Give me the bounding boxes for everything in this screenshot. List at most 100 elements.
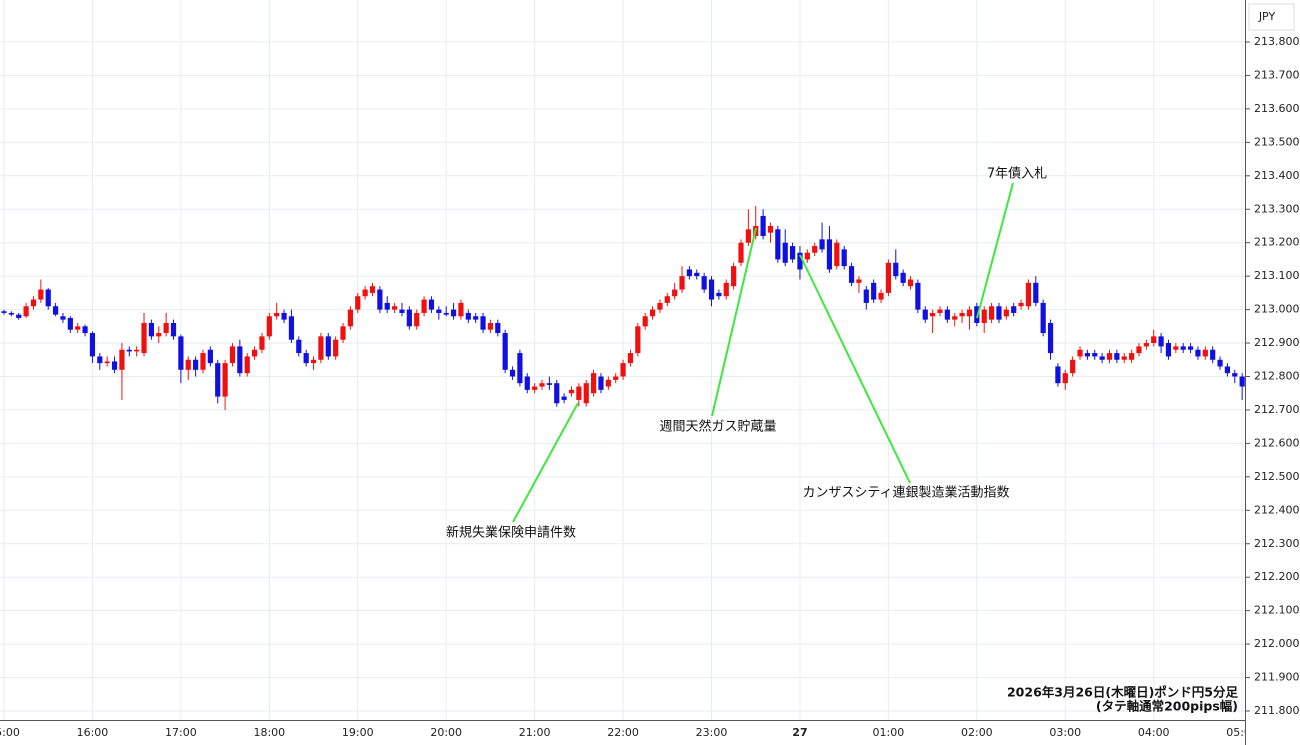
candle-body <box>126 349 132 352</box>
candle-body <box>414 312 420 327</box>
candle-body <box>568 389 575 394</box>
candle-body <box>1165 343 1172 357</box>
candle-body <box>1151 336 1157 344</box>
candle-body <box>436 309 442 313</box>
candle-body <box>303 353 309 364</box>
y-tick-label: 213.100 <box>1254 269 1300 282</box>
candle-body <box>1239 376 1245 387</box>
candle-body <box>450 309 457 317</box>
x-tick-label: 27 <box>792 726 807 739</box>
candle-body <box>922 309 928 320</box>
candle-body <box>178 336 184 370</box>
candle-body <box>1077 349 1083 357</box>
candle-body <box>981 309 987 323</box>
annotation-leader <box>976 182 1014 319</box>
y-tick-label: 212.800 <box>1254 370 1300 383</box>
candle-body <box>296 339 302 354</box>
candle-body <box>170 322 177 337</box>
candle-body <box>856 279 862 283</box>
candle-body <box>163 322 169 334</box>
candle-body <box>826 239 833 270</box>
candle-body <box>1033 282 1039 303</box>
candle-body <box>1129 353 1135 360</box>
candle-body <box>701 276 707 290</box>
candle-body <box>819 239 825 250</box>
candle-body <box>694 272 700 277</box>
candle-body <box>156 333 162 337</box>
candle-body <box>959 312 965 317</box>
candles <box>1 205 1245 410</box>
candle-body <box>561 396 567 400</box>
candle-body <box>1092 353 1098 357</box>
x-tick-label: 21:00 <box>519 726 551 739</box>
candle-body <box>620 363 626 377</box>
x-tick-label: 15:00 <box>0 726 20 739</box>
candle-body <box>723 282 729 297</box>
candle-body <box>52 306 59 315</box>
candle-body <box>952 316 958 320</box>
candle-body <box>517 353 523 384</box>
candle-body <box>89 333 96 357</box>
candle-body <box>148 322 154 337</box>
candle-body <box>907 279 914 287</box>
candle-body <box>686 269 693 277</box>
candle-body <box>915 282 921 310</box>
candle-body <box>1143 343 1149 347</box>
currency-box <box>1248 3 1295 31</box>
candle-body <box>443 312 449 315</box>
candle-body <box>1195 349 1201 357</box>
candle-body <box>627 353 634 364</box>
candle-body <box>509 369 516 377</box>
x-tick-label: 01:00 <box>873 726 905 739</box>
x-tick-label: 16:00 <box>77 726 109 739</box>
y-tick-label: 212.600 <box>1254 436 1300 449</box>
candle-body <box>679 276 685 290</box>
candle-body <box>988 306 995 320</box>
candle-body <box>406 309 412 327</box>
candle-body <box>16 314 22 318</box>
candle-body <box>421 299 427 313</box>
candle-body <box>274 312 280 317</box>
candle-body <box>554 383 560 404</box>
candle-body <box>1 311 7 313</box>
y-tick-label: 213.300 <box>1254 202 1300 215</box>
y-tick-label: 213.800 <box>1254 35 1300 48</box>
candle-body <box>716 292 722 297</box>
candle-body <box>782 242 788 263</box>
candle-body <box>75 326 81 330</box>
candle-body <box>937 309 943 313</box>
candle-body <box>1055 366 1061 384</box>
candle-body <box>384 302 390 310</box>
annotation: カンザスシティ連銀製造業活動指数 <box>802 485 1009 501</box>
candle-body <box>775 229 781 260</box>
candle-body <box>487 322 494 330</box>
candle-body <box>649 309 656 317</box>
candle-body <box>67 317 73 330</box>
candle-body <box>1136 346 1142 354</box>
candle-body <box>340 326 346 340</box>
candle-body <box>745 229 751 243</box>
footnote: (タテ軸通常200pips幅) <box>1096 699 1238 714</box>
candle-body <box>369 286 376 293</box>
candle-body <box>244 356 250 374</box>
candle-body <box>664 296 670 303</box>
x-tick-label: 04:00 <box>1138 726 1170 739</box>
candle-body <box>539 383 545 387</box>
x-tick-label: 03:00 <box>1049 726 1081 739</box>
candle-body <box>642 316 648 327</box>
annotation: 7年債入札 <box>987 167 1047 182</box>
candle-body <box>863 289 869 303</box>
footnote: 2026年3月26日(木曜日)ポンド円5分足 <box>1007 685 1239 700</box>
candle-body <box>1232 373 1238 377</box>
candle-body <box>200 353 206 370</box>
candle-body <box>30 299 37 307</box>
candle-body <box>229 346 236 364</box>
candle-body <box>708 279 715 300</box>
candle-body <box>974 306 980 323</box>
candle-body <box>966 309 973 317</box>
candle-body <box>1106 353 1113 360</box>
candle-body <box>495 322 501 334</box>
candle-body <box>1121 356 1127 360</box>
candle-body <box>532 386 538 390</box>
candle-body <box>399 309 405 313</box>
